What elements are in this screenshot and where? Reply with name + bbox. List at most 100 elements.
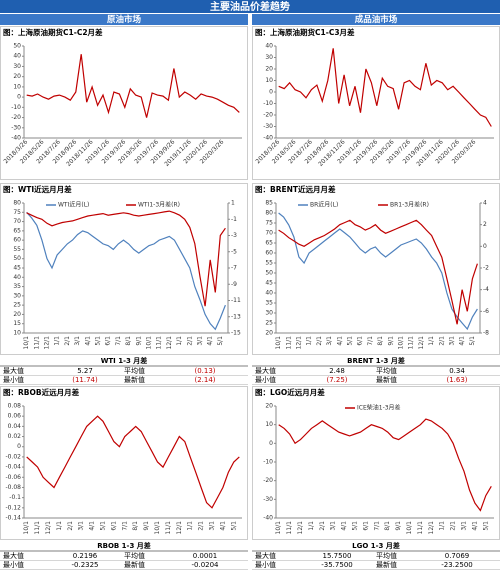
table-title: RBOB 1-3 月差 (97, 541, 151, 550)
y-tick-label: 0.02 (8, 433, 22, 440)
x-tick-label: 2/1 (64, 336, 71, 346)
x-tick-label: 11/1 (408, 336, 415, 350)
y-tick-label: -20 (263, 112, 273, 119)
chart-title: 图：BRENT近远月月差 (255, 184, 336, 194)
x-tick-label: 2/1 (198, 521, 205, 531)
x-tick-label: 1/1 (176, 336, 183, 346)
y-tick-label: 60 (265, 250, 273, 257)
chart-title: 图：上海原油期货C1-C3月差 (255, 27, 355, 37)
legend-label: BR1-3月差(R) (390, 201, 429, 209)
series-line (278, 219, 478, 325)
right-bar (252, 14, 500, 25)
table-cell: 最新值 (124, 375, 145, 384)
table-cell: 平均值 (376, 551, 397, 560)
y-tick-label: -30 (263, 496, 273, 503)
chart-title: 图：RBOB近远月月差 (3, 387, 80, 397)
y-tick-label: 75 (265, 220, 273, 227)
x-tick-label: 7/1 (115, 336, 122, 346)
x-tick-label: 8/1 (377, 336, 384, 346)
x-tick-label: 11/1 (285, 336, 292, 350)
x-tick-label: 9/1 (135, 336, 142, 346)
table-cell: 最小值 (255, 560, 276, 569)
y-tick-label: -40 (263, 515, 273, 522)
x-tick-label: 1/1 (306, 336, 313, 346)
y-tick-label: 80 (13, 200, 21, 207)
series-line (26, 211, 226, 331)
y2-tick-label: -13 (231, 313, 241, 320)
x-tick-label: 7/1 (373, 521, 380, 531)
y-tick-label: -30 (263, 123, 273, 130)
table-cell: -23.2500 (441, 561, 472, 569)
y-tick-label: -0.14 (5, 515, 21, 522)
y-tick-label: 35 (265, 300, 273, 307)
x-tick-label: 1/1 (54, 336, 61, 346)
x-tick-label: 12/1 (43, 336, 50, 350)
x-tick-label: 4/1 (341, 521, 348, 531)
table-cell: (1.63) (446, 376, 467, 384)
y-tick-label: 50 (13, 43, 21, 50)
x-tick-label: 12/1 (45, 521, 52, 535)
series-line (278, 48, 492, 127)
x-tick-label: 6/1 (362, 521, 369, 531)
x-tick-label: 4/1 (84, 336, 91, 346)
y-tick-label: 0.04 (8, 423, 22, 430)
x-tick-label: 6/1 (105, 336, 112, 346)
x-tick-label: 6/1 (357, 336, 364, 346)
y2-tick-label: -4 (483, 286, 489, 293)
x-tick-label: 8/1 (132, 521, 139, 531)
table-title: LGO 1-3 月差 (352, 541, 400, 550)
y-tick-label: 15 (13, 320, 21, 327)
series-line (26, 210, 226, 307)
y-tick-label: 0 (269, 440, 273, 447)
y-tick-label: 40 (265, 290, 273, 297)
x-tick-label: 11/1 (165, 521, 172, 535)
series-line (26, 415, 240, 509)
table-cell: 最小值 (3, 560, 24, 569)
x-tick-label: 5/1 (217, 336, 224, 346)
header-bar (0, 0, 500, 13)
table-cell: 最小值 (3, 375, 24, 384)
y2-tick-label: -5 (231, 248, 237, 255)
y-tick-label: 50 (13, 255, 21, 262)
legend-label: BR近月(L) (310, 201, 338, 209)
y-tick-label: -0.02 (5, 453, 21, 460)
y-tick-label: 70 (13, 218, 21, 225)
table-cell: -0.0204 (191, 561, 219, 569)
table-cell: 2.48 (329, 367, 345, 375)
x-tick-label: 11/1 (34, 521, 41, 535)
y2-tick-label: 2 (483, 221, 487, 228)
table-cell: 最大值 (255, 551, 276, 560)
x-tick-label: 9/1 (395, 521, 402, 531)
y-tick-label: 35 (13, 283, 21, 290)
y-tick-label: -20 (11, 114, 21, 121)
x-tick-label: 4/1 (336, 336, 343, 346)
table-title: BRENT 1-3 月差 (347, 356, 405, 365)
y-tick-label: 30 (265, 310, 273, 317)
y-tick-label: 0.08 (8, 403, 22, 410)
x-tick-label: 3/1 (209, 521, 216, 531)
panel-border (252, 183, 500, 355)
x-tick-label: 11/1 (417, 521, 424, 535)
table-cell: 15.7500 (323, 552, 352, 560)
x-tick-label: 3/1 (448, 336, 455, 346)
x-tick-label: 4/1 (89, 521, 96, 531)
y-tick-label: 0 (17, 94, 21, 101)
x-tick-label: 12/1 (176, 521, 183, 535)
chart-title: 图：LGO近远月月差 (255, 387, 325, 397)
table-cell: (2.14) (194, 376, 215, 384)
table-cell: -0.2325 (71, 561, 98, 569)
x-tick-label: 10/1 (275, 336, 282, 350)
x-tick-label: 2/1 (67, 521, 74, 531)
x-tick-label: 1/1 (187, 521, 194, 531)
x-tick-label: 12/1 (295, 336, 302, 350)
y-tick-label: 70 (265, 230, 273, 237)
x-tick-label: 5/1 (352, 521, 359, 531)
y2-tick-label: -6 (483, 308, 489, 315)
chart-title: 图：WTI近远月月差 (3, 184, 72, 194)
x-tick-label: 1/1 (56, 521, 63, 531)
x-tick-label: 3/1 (326, 336, 333, 346)
x-tick-label: 4/1 (471, 521, 478, 531)
table-cell: 平均值 (124, 551, 145, 560)
legend-label: WTI近月(L) (58, 201, 89, 209)
